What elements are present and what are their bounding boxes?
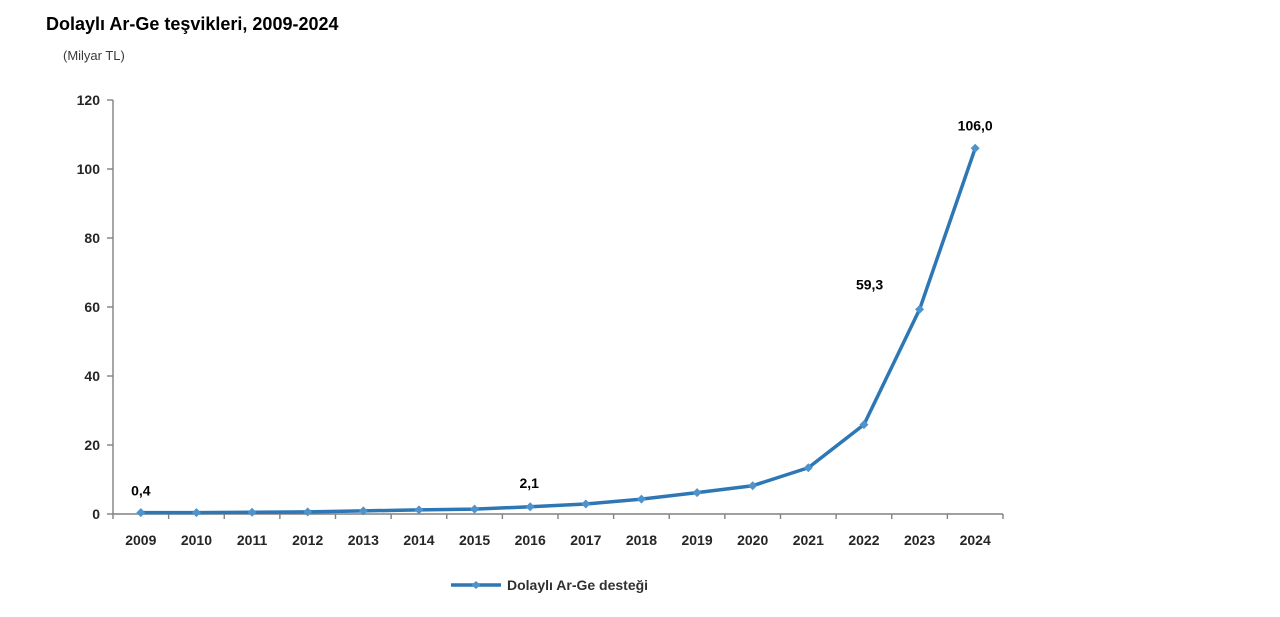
data-point-marker xyxy=(970,143,980,153)
data-point-marker xyxy=(136,508,146,518)
x-axis-tick-label: 2009 xyxy=(125,532,156,548)
legend-label: Dolaylı Ar-Ge desteği xyxy=(507,577,649,593)
x-axis-tick-label: 2019 xyxy=(681,532,712,548)
data-point-label: 106,0 xyxy=(958,117,993,133)
data-point-marker xyxy=(636,494,646,504)
legend-line-marker xyxy=(451,581,501,589)
x-axis-tick-label: 2024 xyxy=(960,532,991,548)
x-axis-tick-label: 2012 xyxy=(292,532,323,548)
data-point-marker xyxy=(414,505,424,515)
data-point-marker xyxy=(859,420,869,430)
data-point-marker xyxy=(525,502,535,512)
x-axis-tick-label: 2022 xyxy=(848,532,879,548)
x-axis-tick-label: 2010 xyxy=(181,532,212,548)
x-axis-tick-label: 2016 xyxy=(515,532,546,548)
data-point-label: 2,1 xyxy=(519,475,539,491)
y-axis-tick-label: 0 xyxy=(92,506,100,522)
data-point-marker xyxy=(748,481,758,491)
y-axis-tick-label: 20 xyxy=(84,437,100,453)
x-axis-tick-label: 2015 xyxy=(459,532,490,548)
data-point-label: 59,3 xyxy=(856,276,883,292)
x-axis-tick-label: 2011 xyxy=(237,532,268,548)
x-axis-tick-label: 2014 xyxy=(403,532,434,548)
chart-subtitle: (Milyar TL) xyxy=(63,48,125,63)
y-axis-tick-label: 40 xyxy=(84,368,100,384)
data-point-marker xyxy=(191,508,201,518)
x-axis-tick-label: 2020 xyxy=(737,532,768,548)
data-series-line xyxy=(139,146,977,515)
y-axis-tick-label: 60 xyxy=(84,299,100,315)
chart-title: Dolaylı Ar-Ge teşvikleri, 2009-2024 xyxy=(46,14,339,34)
y-axis-tick-label: 120 xyxy=(77,92,101,108)
data-point-marker xyxy=(803,463,813,473)
x-axis-tick-label: 2013 xyxy=(348,532,379,548)
x-axis-tick-label: 2018 xyxy=(626,532,657,548)
data-point-marker xyxy=(581,499,591,509)
data-point-label: 0,4 xyxy=(131,483,151,499)
x-axis-tick-label: 2017 xyxy=(570,532,601,548)
y-axis-tick-label: 100 xyxy=(77,161,101,177)
data-point-marker xyxy=(470,504,480,514)
data-point-marker xyxy=(358,506,368,516)
data-point-marker xyxy=(303,507,313,517)
chart-legend: Dolaylı Ar-Ge desteği xyxy=(450,577,648,593)
legend-diamond-icon xyxy=(471,581,481,589)
y-axis-tick-label: 80 xyxy=(84,230,100,246)
x-axis-tick-label: 2021 xyxy=(793,532,824,548)
data-point-marker xyxy=(915,304,925,314)
data-point-marker xyxy=(692,488,702,498)
x-axis-tick-label: 2023 xyxy=(904,532,935,548)
data-point-marker xyxy=(247,507,257,517)
